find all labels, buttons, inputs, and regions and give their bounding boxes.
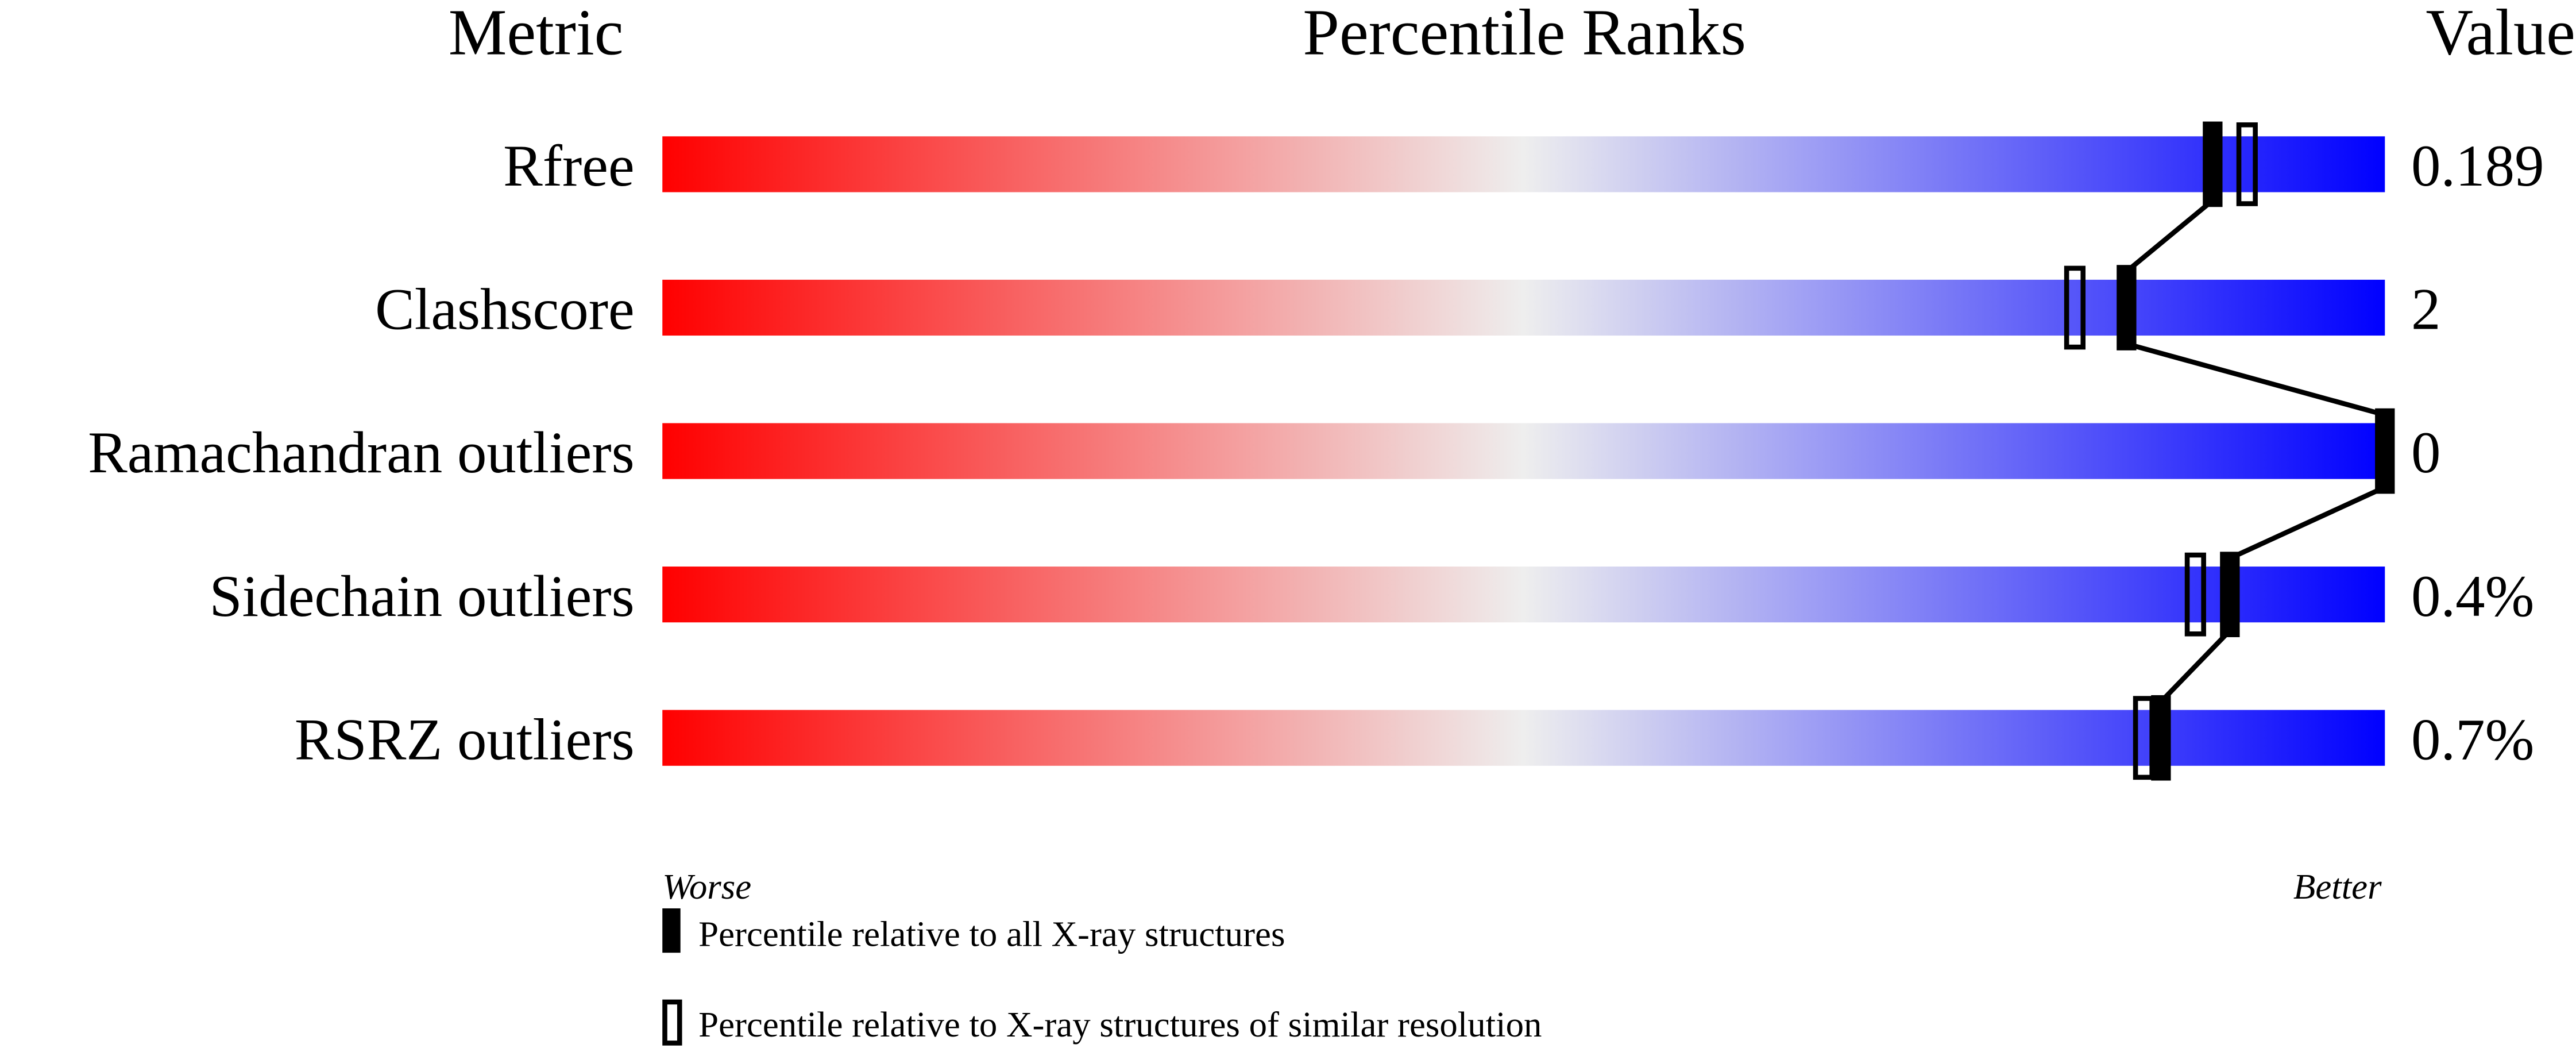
metric-value: 2 — [2411, 277, 2440, 342]
legend-open-marker — [662, 999, 682, 1046]
metric-value: 0.189 — [2411, 133, 2544, 199]
metric-label: Rfree — [503, 133, 635, 199]
connector-line — [2229, 485, 2386, 561]
marker-similar-resolution — [2064, 265, 2086, 350]
percentile-bar — [662, 136, 2385, 192]
metric-value: 0 — [2411, 420, 2440, 486]
legend-filled-marker — [662, 908, 681, 953]
marker-all-structures — [2220, 552, 2240, 637]
metric-value: 0.4% — [2411, 564, 2534, 629]
marker-all-structures — [2203, 121, 2223, 207]
header-title: Percentile Ranks — [1303, 0, 1746, 68]
connector-line — [2159, 629, 2232, 704]
metric-value: 0.7% — [2411, 707, 2534, 772]
metric-label: Ramachandran outliers — [88, 420, 635, 486]
percentile-bar — [662, 279, 2385, 336]
header-metric: Metric — [449, 0, 624, 68]
percentile-bar — [662, 567, 2385, 623]
marker-all-structures — [2117, 265, 2137, 350]
connector-line — [2126, 341, 2386, 418]
legend-open-label: Percentile relative to X-ray structures … — [698, 1004, 1542, 1045]
marker-similar-resolution — [2236, 122, 2258, 206]
metric-label: Clashscore — [375, 277, 635, 342]
marker-all-structures — [2151, 695, 2171, 781]
marker-all-structures — [2375, 408, 2395, 494]
percentile-bar — [662, 710, 2385, 766]
worse-label: Worse — [662, 866, 751, 907]
header-value: Value — [2426, 0, 2575, 68]
better-label: Better — [2293, 866, 2382, 907]
metric-label: Sidechain outliers — [209, 564, 634, 629]
metric-label: RSRZ outliers — [295, 707, 635, 772]
percentile-bar — [662, 423, 2385, 479]
connector-line — [2125, 198, 2215, 273]
legend-filled-label: Percentile relative to all X-ray structu… — [698, 914, 1285, 954]
marker-similar-resolution — [2184, 552, 2206, 637]
